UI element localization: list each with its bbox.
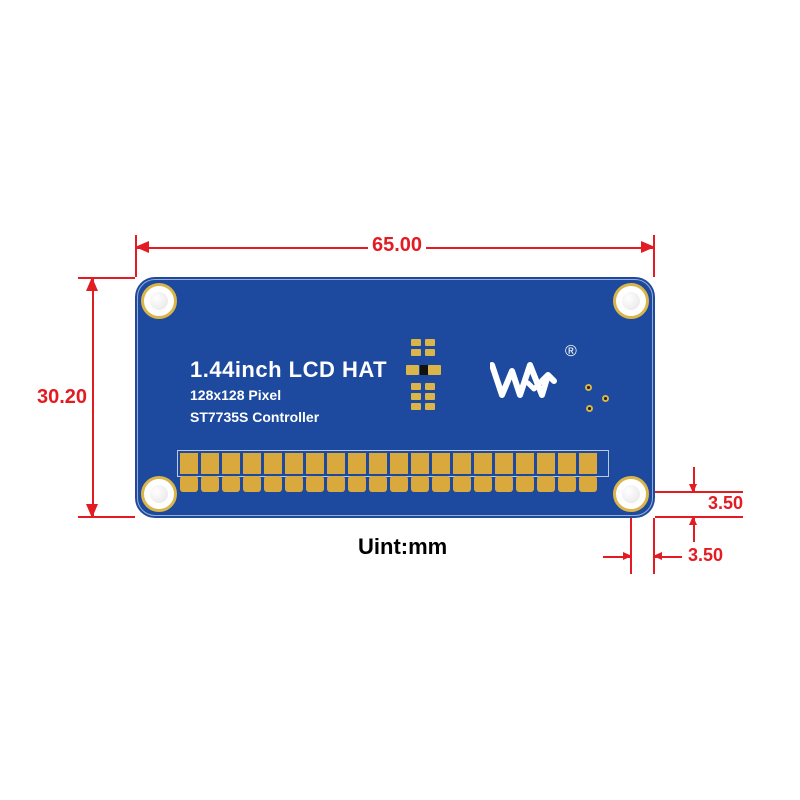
dim-ext-line xyxy=(655,516,743,518)
gpio-pad xyxy=(537,453,555,474)
mounting-hole-br xyxy=(613,476,649,512)
gpio-pad xyxy=(264,476,282,492)
gpio-pad xyxy=(558,453,576,474)
gpio-pad xyxy=(516,453,534,474)
smd-component xyxy=(420,365,428,375)
unit-label: Uint:mm xyxy=(354,534,451,560)
gpio-pad xyxy=(285,453,303,474)
arrow-right-icon xyxy=(641,241,655,253)
gpio-pad xyxy=(264,453,282,474)
dim-ext-line xyxy=(630,518,632,574)
gpio-pad xyxy=(579,453,597,474)
gpio-pad xyxy=(180,453,198,474)
gpio-pad xyxy=(369,453,387,474)
via-hole xyxy=(602,395,609,402)
board-title: 1.44inch LCD HAT xyxy=(190,357,387,383)
mounting-hole-tr xyxy=(613,283,649,319)
gpio-pad xyxy=(243,453,261,474)
smd-pad xyxy=(425,393,435,400)
gpio-pad xyxy=(537,476,555,492)
smd-pad xyxy=(411,393,421,400)
gpio-pad xyxy=(306,453,324,474)
smd-pad xyxy=(428,365,441,375)
gpio-pad xyxy=(243,476,261,492)
smd-pad xyxy=(425,403,435,410)
waveshare-logo xyxy=(490,355,568,410)
smd-pad xyxy=(406,365,419,375)
dim-offset-x-label: 3.50 xyxy=(688,545,723,566)
gpio-pad xyxy=(495,453,513,474)
gpio-pad xyxy=(474,476,492,492)
gpio-pad xyxy=(432,453,450,474)
gpio-pad xyxy=(495,476,513,492)
arrow-up-icon xyxy=(689,516,697,525)
gpio-pad xyxy=(222,476,240,492)
smd-pad xyxy=(411,349,421,356)
gpio-pad xyxy=(474,453,492,474)
arrow-down-icon xyxy=(86,504,98,518)
smd-pad xyxy=(425,349,435,356)
gpio-pad xyxy=(306,476,324,492)
gpio-pad xyxy=(558,476,576,492)
gpio-pad xyxy=(348,453,366,474)
mounting-hole-tl xyxy=(141,283,177,319)
arrow-right-icon xyxy=(623,552,632,560)
gpio-pad xyxy=(411,453,429,474)
gpio-pad xyxy=(516,476,534,492)
smd-pad xyxy=(411,383,421,390)
gpio-pad xyxy=(222,453,240,474)
gpio-pad xyxy=(453,453,471,474)
dim-width-label: 65.00 xyxy=(368,234,426,257)
dim-height-label: 30.20 xyxy=(33,386,91,409)
gpio-pad xyxy=(369,476,387,492)
via-hole xyxy=(586,405,593,412)
gpio-pad xyxy=(327,476,345,492)
smd-pad xyxy=(411,339,421,346)
gpio-pad xyxy=(201,476,219,492)
smd-pad xyxy=(425,383,435,390)
gpio-header-row-top xyxy=(180,453,597,474)
dim-height-line xyxy=(92,277,94,518)
mounting-hole-bl xyxy=(141,476,177,512)
gpio-pad xyxy=(327,453,345,474)
board-resolution: 128x128 Pixel xyxy=(190,387,281,403)
arrow-up-icon xyxy=(86,277,98,291)
gpio-pad xyxy=(453,476,471,492)
gpio-pad xyxy=(180,476,198,492)
arrow-left-icon xyxy=(135,241,149,253)
gpio-pad xyxy=(432,476,450,492)
gpio-pad xyxy=(390,476,408,492)
registered-mark: ® xyxy=(565,343,577,361)
dim-offset-y-label: 3.50 xyxy=(708,493,743,514)
arrow-down-icon xyxy=(689,484,697,493)
gpio-pad xyxy=(285,476,303,492)
gpio-pad xyxy=(411,476,429,492)
board-controller: ST7735S Controller xyxy=(190,409,319,425)
gpio-pad xyxy=(579,476,597,492)
gpio-pad xyxy=(201,453,219,474)
via-hole xyxy=(585,384,592,391)
gpio-header-row-bottom xyxy=(180,476,597,492)
dim-ext-line xyxy=(653,518,655,574)
gpio-pad xyxy=(348,476,366,492)
gpio-pad xyxy=(390,453,408,474)
arrow-left-icon xyxy=(653,552,662,560)
smd-pad xyxy=(411,403,421,410)
pcb-board: 1.44inch LCD HAT 128x128 Pixel ST7735S C… xyxy=(135,277,655,518)
smd-pad xyxy=(425,339,435,346)
